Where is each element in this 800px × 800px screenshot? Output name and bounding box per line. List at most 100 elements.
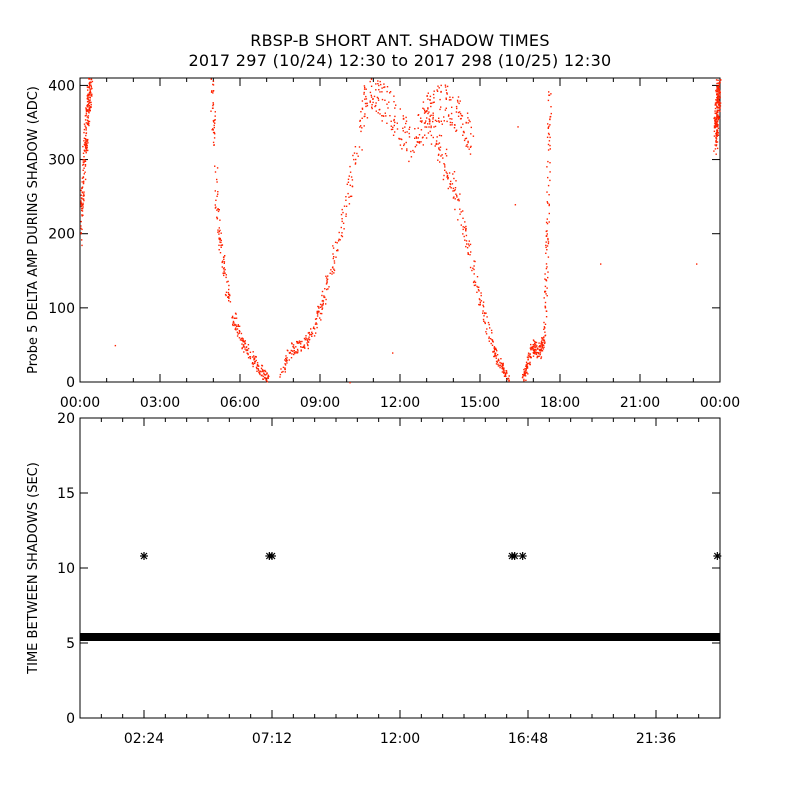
data-point — [81, 210, 84, 212]
data-point — [447, 177, 449, 179]
data-point — [443, 174, 445, 177]
data-point — [86, 86, 89, 88]
data-point — [238, 330, 241, 332]
data-point — [88, 103, 90, 105]
data-point — [365, 88, 367, 90]
data-point — [541, 344, 544, 346]
data-point — [296, 340, 298, 343]
data-point — [262, 375, 264, 378]
data-point — [460, 224, 462, 226]
data-point — [510, 552, 519, 560]
data-point — [716, 82, 718, 85]
data-point — [718, 82, 720, 84]
data-point — [715, 144, 717, 147]
data-point — [719, 107, 721, 109]
data-point — [430, 114, 432, 116]
data-point — [361, 100, 364, 102]
data-point — [216, 209, 218, 211]
data-point — [435, 143, 437, 146]
data-point — [82, 198, 85, 200]
data-point — [540, 357, 542, 360]
data-point — [307, 341, 310, 343]
data-point — [440, 84, 442, 87]
data-point — [716, 115, 718, 117]
data-point — [715, 79, 718, 81]
data-point — [90, 103, 92, 106]
data-point — [292, 350, 294, 352]
data-point — [213, 144, 215, 146]
data-point — [483, 320, 485, 322]
data-point — [212, 92, 214, 94]
data-point — [539, 350, 542, 352]
data-point — [371, 106, 373, 108]
data-point — [286, 362, 288, 364]
x-tick-label: 15:00 — [460, 395, 500, 411]
data-point — [402, 118, 405, 120]
data-point — [527, 352, 530, 354]
data-point — [399, 108, 401, 110]
data-point — [214, 119, 216, 121]
data-point — [542, 348, 545, 350]
data-point — [86, 139, 89, 141]
data-point — [717, 109, 719, 112]
data-point — [212, 102, 214, 104]
data-point — [214, 111, 216, 113]
data-point — [446, 174, 449, 177]
data-point — [545, 263, 548, 265]
data-point — [365, 98, 368, 100]
data-point — [404, 126, 406, 128]
data-point — [339, 239, 341, 241]
data-point — [429, 123, 431, 125]
data-point — [83, 159, 86, 161]
data-point — [212, 104, 214, 107]
data-point — [469, 146, 472, 148]
data-point — [247, 353, 249, 356]
data-point — [384, 112, 386, 114]
data-point — [465, 240, 468, 242]
data-point — [541, 345, 543, 347]
data-point — [223, 274, 225, 277]
data-point — [337, 249, 339, 251]
data-point — [386, 86, 389, 88]
data-point — [473, 273, 475, 275]
data-point — [256, 367, 258, 370]
data-point — [224, 268, 226, 271]
data-point — [392, 126, 394, 128]
data-point — [439, 108, 441, 111]
data-point — [383, 83, 385, 85]
data-point — [333, 260, 336, 262]
data-point — [295, 346, 297, 348]
data-point — [348, 196, 350, 198]
data-point — [542, 338, 544, 340]
data-point — [717, 119, 719, 121]
data-point — [224, 293, 227, 296]
data-point — [493, 347, 495, 349]
data-point — [494, 348, 496, 351]
data-point — [333, 256, 335, 258]
data-point — [298, 341, 301, 344]
data-point — [492, 350, 494, 353]
data-point — [414, 128, 416, 130]
data-point — [717, 98, 719, 100]
data-point — [453, 177, 455, 180]
y-tick-label: 300 — [48, 153, 75, 169]
data-point — [457, 115, 460, 117]
data-point — [433, 101, 435, 103]
data-point — [256, 365, 259, 367]
data-point — [719, 110, 721, 112]
data-point — [215, 199, 217, 201]
data-point — [427, 98, 429, 100]
data-point — [536, 356, 538, 359]
data-point — [319, 312, 322, 315]
data-point — [440, 120, 442, 122]
data-point — [332, 253, 334, 255]
data-point — [491, 339, 494, 341]
data-point — [304, 347, 306, 349]
data-point — [325, 275, 327, 277]
data-point — [87, 95, 89, 97]
data-point — [460, 117, 462, 120]
data-point — [91, 87, 93, 90]
data-point — [716, 130, 718, 132]
data-point — [535, 346, 537, 348]
data-point — [307, 347, 309, 350]
